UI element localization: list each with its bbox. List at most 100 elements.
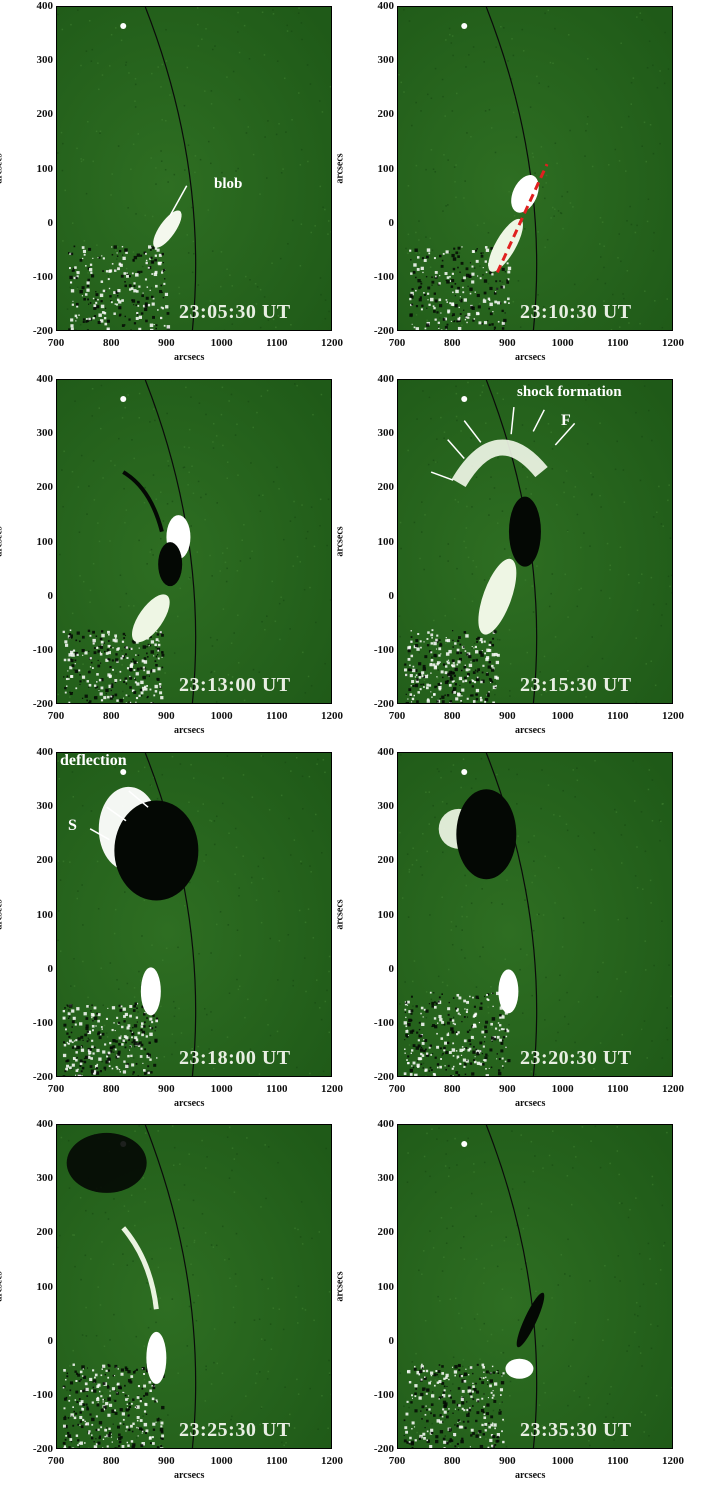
y-tick-label: 0 [47,589,54,602]
y-tick-label: 200 [36,108,54,121]
x-tick-label: 700 [47,1083,65,1095]
solar-image-svg [57,1125,331,1448]
y-tick-label: 300 [377,800,395,813]
solar-image-svg [398,1125,672,1448]
x-tick-label: 800 [102,1455,120,1467]
x-axis-label: arcsecs [515,1470,546,1481]
y-tick-label: 300 [377,1172,395,1185]
y-axis-label: arcsecs [334,152,346,184]
y-tick-label: 200 [36,481,54,494]
solar-image [56,752,332,1077]
x-tick-label: 1000 [210,1455,233,1467]
y-tick-label: 200 [377,108,395,121]
solar-image [56,379,332,704]
solar-image [397,6,673,331]
x-tick-label: 1100 [607,337,629,349]
x-tick-label: 700 [388,710,406,722]
solar-limb [485,1125,538,1448]
image-panel-p1: 400 300 200 100 0 -100 -200 700 800 900 1000 1100 12… [0,1,343,364]
solar-limb [144,753,197,1076]
x-tick-label: 1100 [607,1083,629,1095]
solar-image [56,6,332,331]
y-tick-label: 400 [36,0,54,12]
timestamp-label: 23:35:30 UT [520,1419,632,1441]
y-axis-label: arcsecs [0,1270,5,1302]
timestamp-label: 23:18:00 UT [179,1047,291,1069]
x-tick-label: 1200 [662,1083,684,1095]
x-tick-label: 900 [499,710,516,722]
x-axis-label: arcsecs [174,1470,205,1481]
y-tick-label: 0 [47,1334,54,1347]
x-tick-label: 1000 [551,1455,574,1467]
x-tick-label: 1100 [607,710,629,722]
solar-limb [144,1125,197,1448]
y-tick-label: 400 [377,1118,395,1130]
annotation-label: blob [214,176,243,192]
y-tick-label: 400 [36,746,54,758]
y-axis-label: arcsecs [0,152,5,184]
x-tick-label: 700 [388,1455,406,1467]
annotation-label: deflection [60,752,127,769]
annotation-label: shock formation [517,384,622,400]
y-tick-label: -100 [32,270,53,283]
x-tick-label: 800 [102,710,120,722]
x-tick-label: 1200 [321,1455,343,1467]
x-axis-label: arcsecs [515,725,546,736]
y-tick-label: 100 [36,162,54,175]
y-tick-label: -200 [32,698,53,710]
x-tick-label: 1200 [662,337,684,349]
x-tick-label: 1200 [662,1455,684,1467]
x-tick-label: 700 [388,1083,406,1095]
x-tick-label: 800 [443,710,461,722]
x-tick-label: 700 [47,1455,65,1467]
y-tick-label: 300 [36,54,54,67]
y-tick-label: -200 [373,698,394,710]
solar-image-svg [398,753,672,1076]
y-tick-label: -100 [373,643,394,656]
x-tick-label: 1000 [210,710,233,722]
y-tick-label: 0 [388,589,395,602]
solar-image [397,379,673,704]
annotation-label: F [561,412,571,429]
y-axis-label: arcsecs [334,1270,346,1302]
y-tick-label: -100 [32,1016,53,1029]
y-tick-label: -200 [32,1443,53,1455]
timestamp-label: 23:25:30 UT [179,1419,291,1441]
y-tick-label: 200 [377,481,395,494]
timestamp-label: 23:13:00 UT [179,674,291,696]
y-tick-label: -200 [32,1071,53,1083]
y-tick-label: 100 [377,535,395,548]
y-tick-label: 200 [36,854,54,867]
solar-image [397,1124,673,1449]
y-tick-label: 400 [377,746,395,758]
x-tick-label: 900 [158,337,175,349]
annotation-label: S [68,817,77,834]
x-tick-label: 900 [158,710,175,722]
x-tick-label: 900 [499,1455,516,1467]
x-tick-label: 1200 [662,710,684,722]
x-axis-label: arcsecs [174,1098,205,1109]
y-tick-label: 100 [377,908,395,921]
x-tick-label: 1100 [266,1083,288,1095]
x-tick-label: 1100 [607,1455,629,1467]
x-tick-label: 800 [102,1083,120,1095]
y-tick-label: 0 [388,962,395,975]
x-tick-label: 1200 [321,710,343,722]
x-tick-label: 1200 [321,337,343,349]
y-tick-label: 400 [36,373,54,385]
x-tick-label: 1100 [266,1455,288,1467]
x-tick-label: 900 [499,1083,516,1095]
y-tick-label: 300 [36,800,54,813]
y-axis-label: arcsecs [0,525,5,557]
y-tick-label: 0 [388,1334,395,1347]
solar-image-svg [398,7,672,330]
y-tick-label: -200 [373,325,394,337]
y-tick-label: 400 [36,1118,54,1130]
x-axis-label: arcsecs [515,1098,546,1109]
solar-image-svg [57,753,331,1076]
x-axis-label: arcsecs [174,725,205,736]
y-tick-label: 200 [377,1226,395,1239]
x-tick-label: 1000 [551,1083,574,1095]
x-tick-label: 1000 [551,337,574,349]
